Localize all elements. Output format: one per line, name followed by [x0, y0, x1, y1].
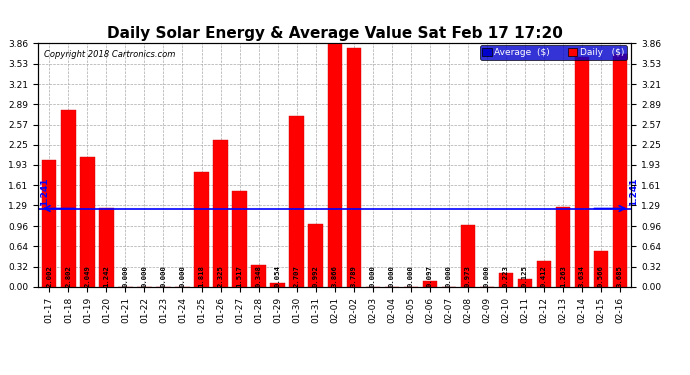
- Text: 0.000: 0.000: [408, 265, 414, 286]
- Bar: [499, 273, 513, 287]
- Text: 0.000: 0.000: [388, 265, 395, 286]
- Text: 3.866: 3.866: [332, 265, 337, 286]
- Bar: [575, 57, 589, 287]
- Bar: [594, 251, 608, 287]
- Text: 0.000: 0.000: [484, 265, 490, 286]
- Text: 1.241: 1.241: [40, 177, 49, 206]
- Text: 0.000: 0.000: [446, 265, 452, 286]
- Bar: [270, 284, 285, 287]
- Text: 0.223: 0.223: [503, 265, 509, 286]
- Text: 0.000: 0.000: [122, 265, 128, 286]
- Bar: [99, 209, 114, 287]
- Text: 3.789: 3.789: [351, 265, 357, 286]
- Text: 0.000: 0.000: [141, 265, 148, 286]
- Bar: [422, 281, 437, 287]
- Text: 0.412: 0.412: [541, 265, 547, 286]
- Bar: [537, 261, 551, 287]
- Text: 0.973: 0.973: [465, 265, 471, 286]
- Text: 1.242: 1.242: [104, 265, 110, 286]
- Bar: [613, 54, 627, 287]
- Title: Daily Solar Energy & Average Value Sat Feb 17 17:20: Daily Solar Energy & Average Value Sat F…: [107, 26, 562, 40]
- Bar: [290, 116, 304, 287]
- Bar: [213, 140, 228, 287]
- Text: 0.348: 0.348: [255, 265, 262, 286]
- Legend: Average  ($), Daily   ($): Average ($), Daily ($): [480, 45, 627, 60]
- Text: 1.517: 1.517: [237, 265, 243, 286]
- Text: 0.000: 0.000: [370, 265, 375, 286]
- Bar: [461, 225, 475, 287]
- Text: 2.325: 2.325: [217, 265, 224, 286]
- Bar: [518, 279, 532, 287]
- Text: 2.049: 2.049: [84, 265, 90, 286]
- Text: 3.634: 3.634: [579, 265, 585, 286]
- Text: 0.000: 0.000: [161, 265, 166, 286]
- Text: Copyright 2018 Cartronics.com: Copyright 2018 Cartronics.com: [44, 51, 175, 59]
- Bar: [80, 158, 95, 287]
- Bar: [42, 160, 57, 287]
- Text: 1.241: 1.241: [629, 177, 638, 206]
- Text: 3.685: 3.685: [617, 265, 623, 286]
- Text: 0.566: 0.566: [598, 265, 604, 286]
- Bar: [233, 191, 247, 287]
- Bar: [346, 48, 361, 287]
- Text: 0.054: 0.054: [275, 265, 281, 286]
- Text: 0.125: 0.125: [522, 265, 528, 286]
- Bar: [328, 43, 342, 287]
- Bar: [61, 110, 75, 287]
- Text: 0.097: 0.097: [426, 265, 433, 286]
- Text: 0.992: 0.992: [313, 265, 319, 286]
- Text: 1.818: 1.818: [199, 265, 204, 286]
- Text: 2.802: 2.802: [66, 265, 71, 286]
- Text: 0.000: 0.000: [179, 265, 186, 286]
- Bar: [251, 265, 266, 287]
- Bar: [308, 224, 323, 287]
- Bar: [195, 172, 208, 287]
- Bar: [555, 207, 570, 287]
- Text: 2.707: 2.707: [294, 265, 299, 286]
- Text: 2.002: 2.002: [46, 265, 52, 286]
- Text: 1.263: 1.263: [560, 265, 566, 286]
